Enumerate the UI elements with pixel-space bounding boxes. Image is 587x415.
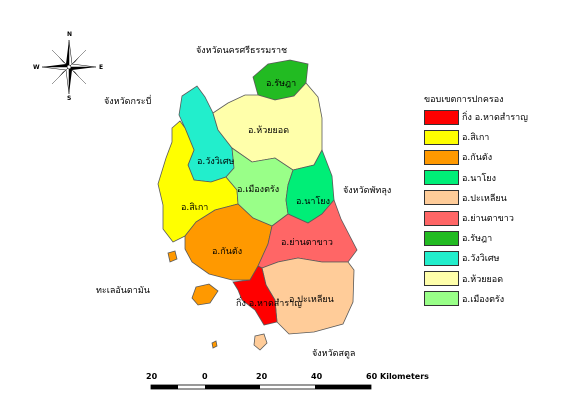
legend-item: อ.กันตัง (424, 147, 584, 167)
legend-label: อ.รัษฎา (462, 234, 493, 245)
legend-swatch (424, 149, 459, 165)
scale-tick-4: 40 (311, 372, 323, 381)
label-huai-yot: อ.ห้วยยอด (248, 125, 289, 136)
legend-item: อ.ย่านตาขาว (424, 208, 584, 228)
legend-label: อ.ปะเหลียน (462, 193, 507, 204)
island-small-3 (211, 340, 218, 349)
legend-item: อ.วังวิเศษ (424, 248, 584, 268)
compass-north-label: N (67, 31, 72, 38)
scale-tick-1: 20 (146, 372, 158, 381)
legend-label: อ.ห้วยยอด (462, 274, 504, 285)
compass-south-label: S (67, 95, 71, 102)
label-ratsada: อ.รัษฎา (266, 79, 296, 89)
legend-label: กิ่ง อ.หาดสำราญ (462, 113, 528, 124)
label-mueang-trang: อ.เมืองตรัง (237, 184, 279, 195)
compass-west-label: W (33, 64, 40, 71)
legend-item: กิ่ง อ.หาดสำราญ (424, 107, 584, 127)
legend-item: อ.นาโยง (424, 168, 584, 188)
legend-swatch (424, 109, 459, 125)
scale-unit: Kilometers (380, 372, 429, 381)
legend-label: อ.วังวิเศษ (462, 254, 500, 265)
island-kantang (191, 283, 219, 306)
legend-swatch (424, 271, 459, 287)
legend-swatch (424, 291, 459, 307)
legend-item: อ.ปะเหลียน (424, 188, 584, 208)
label-north-province: จังหวัดนครศรีธรรมราช (196, 45, 287, 56)
label-sikao: อ.สิเกา (181, 202, 208, 213)
district-labels: อ.รัษฎา อ.ห้วยยอด อ.วังวิเศษ อ.เมืองตรัง… (181, 79, 334, 309)
scale-bar: 20 0 20 40 60 Kilometers (146, 372, 429, 390)
legend-swatch (424, 190, 459, 206)
legend-swatch (424, 250, 459, 266)
legend-item: อ.เมืองตรัง (424, 289, 584, 309)
neighbor-labels: จังหวัดนครศรีธรรมราช จังหวัดกระบี่ จังหว… (96, 45, 391, 359)
legend-label: อ.สิเกา (462, 133, 490, 144)
label-south-province: จังหวัดสตูล (312, 349, 355, 359)
island-small-2 (253, 333, 268, 351)
label-west-province: จังหวัดกระบี่ (104, 94, 152, 107)
legend-title: ขอบเขตการปกครอง (424, 95, 504, 105)
label-na-yong: อ.นาโยง (296, 196, 330, 207)
label-palian: อ.ปะเหลียน (289, 294, 334, 305)
legend-swatch (424, 230, 459, 246)
legend-swatch (424, 210, 459, 226)
legend-item: อ.สิเกา (424, 127, 584, 147)
label-east-province: จังหวัดพัทลุง (343, 186, 391, 196)
legend-items: กิ่ง อ.หาดสำราญอ.สิเกาอ.กันตังอ.นาโยงอ.ป… (424, 107, 584, 309)
legend-label: อ.ย่านตาขาว (462, 214, 514, 225)
legend-item: อ.ห้วยยอด (424, 269, 584, 289)
label-wang-wiset: อ.วังวิเศษ (197, 156, 235, 167)
legend-label: อ.นาโยง (462, 173, 496, 184)
scale-tick-2: 0 (202, 372, 208, 381)
scale-tick-3: 20 (256, 372, 268, 381)
label-andaman-sea: ทะเลอันดามัน (96, 286, 150, 296)
legend-label: อ.กันตัง (462, 153, 493, 164)
legend-label: อ.เมืองตรัง (462, 294, 505, 305)
compass-rose: N S E W (33, 31, 103, 102)
label-hat-samran: กิ่ง อ.หาดสำราญ (236, 296, 302, 309)
map-legend: ขอบเขตการปกครอง กิ่ง อ.หาดสำราญอ.สิเกาอ.… (424, 94, 584, 309)
district-hat-samran (232, 265, 278, 326)
legend-item: อ.รัษฎา (424, 228, 584, 248)
legend-swatch (424, 129, 459, 145)
label-yan-ta-khao: อ.ย่านตาขาว (281, 238, 333, 248)
label-kantang: อ.กันตัง (212, 247, 242, 257)
legend-swatch (424, 170, 459, 186)
island-small-1 (167, 250, 178, 263)
compass-east-label: E (99, 64, 103, 71)
district-polygons (157, 59, 358, 351)
scale-tick-5: 60 (366, 372, 378, 381)
